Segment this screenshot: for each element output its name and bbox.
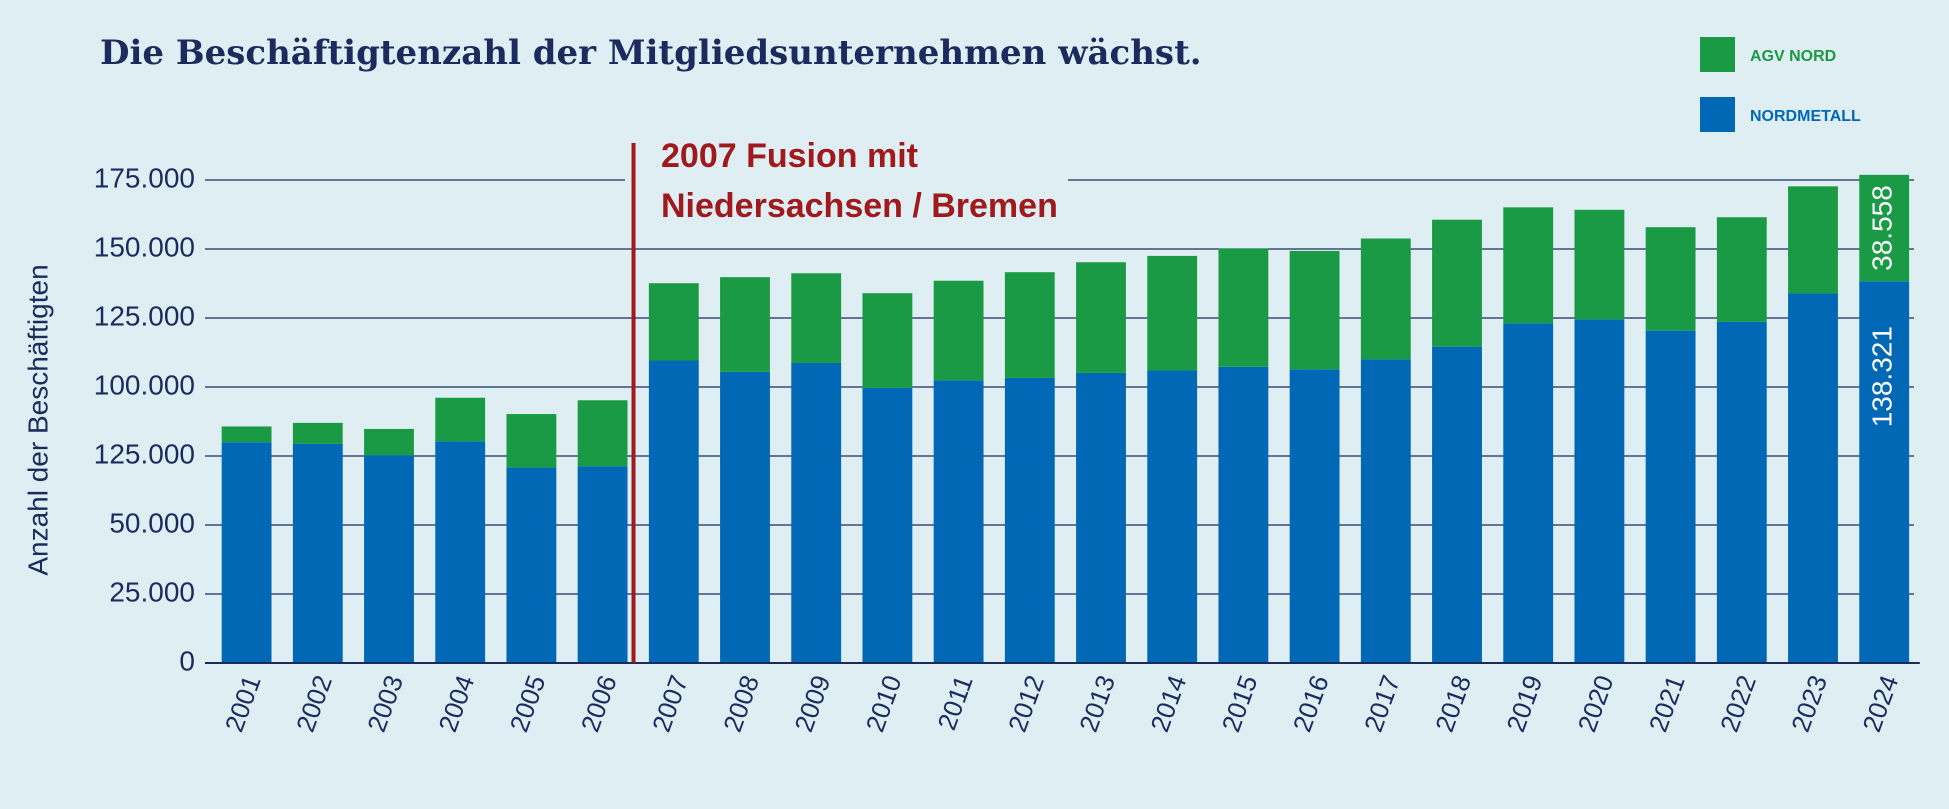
y-tick-label: 175.000 (94, 162, 195, 193)
y-tick-label: 150.000 (94, 231, 195, 262)
bar-segment (1289, 250, 1340, 370)
bar-segment (1218, 366, 1269, 663)
bar-segment (1716, 321, 1767, 663)
legend-label: NORDMETALL (1750, 108, 1861, 125)
annotation-background (625, 165, 1068, 215)
y-tick-label: 50.000 (109, 507, 195, 538)
bar-segment (292, 422, 343, 444)
bar-segment (1574, 209, 1625, 320)
bar-segment (1360, 238, 1411, 360)
value-label: 138.321 (1867, 326, 1898, 427)
bar-segment (1716, 217, 1767, 322)
bar-segment (435, 441, 486, 663)
bar-segment (1360, 359, 1411, 663)
bar-segment (1788, 293, 1838, 663)
bar-segment (1289, 369, 1340, 663)
bar-segment (1147, 255, 1198, 371)
bar-segment (1432, 346, 1482, 663)
bar-segment (862, 293, 913, 388)
bar-segment (648, 283, 699, 361)
bar-segment (791, 273, 842, 363)
y-tick-label: 0 (179, 645, 195, 676)
bar-segment (364, 455, 414, 663)
bar-segment (1076, 262, 1126, 373)
y-tick-label: 100.000 (94, 369, 195, 400)
bar-segment (1574, 319, 1625, 663)
bar-segment (933, 380, 984, 663)
chart-title: Die Beschäftigtenzahl der Mitgliedsunter… (100, 33, 1202, 73)
bar-segment (577, 466, 628, 663)
y-tick-label: 125.000 (94, 300, 195, 331)
bar-segment (1503, 323, 1554, 663)
bar-segment (221, 442, 272, 663)
bar-segment (221, 426, 272, 443)
bar-segment (1503, 207, 1554, 324)
bar-segment (720, 277, 770, 372)
annotation-text: Niedersachsen / Bremen (661, 187, 1058, 225)
bar-segment (506, 414, 557, 468)
bar-segment (292, 443, 343, 663)
bar-segment (862, 387, 913, 663)
bar-segment (577, 400, 628, 467)
bar-segment (1004, 377, 1055, 663)
bar-segment (1645, 330, 1696, 663)
y-tick-label: 25.000 (109, 576, 195, 607)
bar-segment (364, 428, 414, 456)
bar-segment (1859, 174, 1910, 282)
bar-segment (506, 467, 557, 663)
bar-segment (1004, 272, 1055, 378)
bar-segment (933, 280, 984, 381)
bar-segment (1218, 248, 1269, 367)
bar-segment (648, 360, 699, 663)
y-axis-label: Anzahl der Beschäftigten (22, 264, 53, 575)
bar-segment (720, 371, 770, 663)
legend-swatch (1700, 97, 1735, 132)
bar-segment (1076, 372, 1126, 663)
legend-swatch (1700, 37, 1735, 72)
bar-segment (1147, 370, 1198, 663)
bar-segment (435, 397, 486, 442)
y-tick-label: 125.000 (94, 438, 195, 469)
bar-segment (1432, 219, 1482, 347)
value-label: 38.558 (1867, 185, 1898, 271)
legend-label: AGV NORD (1750, 48, 1836, 65)
bar-segment (1859, 281, 1910, 663)
bar-segment (1788, 186, 1838, 294)
annotation-text: 2007 Fusion mit (661, 137, 918, 175)
bar-segment (1645, 227, 1696, 331)
bar-segment (791, 362, 842, 663)
